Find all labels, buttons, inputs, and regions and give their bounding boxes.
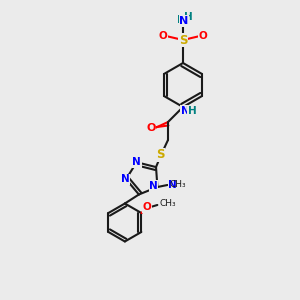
Text: H: H — [188, 106, 196, 116]
Text: S: S — [179, 34, 187, 46]
Text: N: N — [179, 16, 189, 26]
Text: S: S — [156, 148, 164, 161]
Text: H: H — [184, 12, 192, 22]
Text: CH₃: CH₃ — [169, 179, 186, 188]
Text: N: N — [121, 174, 129, 184]
Text: O: O — [146, 123, 156, 133]
Text: O: O — [159, 31, 167, 41]
Text: H: H — [177, 15, 185, 25]
Text: O: O — [199, 31, 207, 41]
Text: N: N — [168, 180, 177, 190]
Text: O: O — [143, 202, 152, 212]
Text: N: N — [181, 106, 189, 116]
Text: CH₃: CH₃ — [159, 200, 176, 208]
Text: N: N — [132, 157, 141, 167]
Text: N: N — [149, 181, 158, 191]
